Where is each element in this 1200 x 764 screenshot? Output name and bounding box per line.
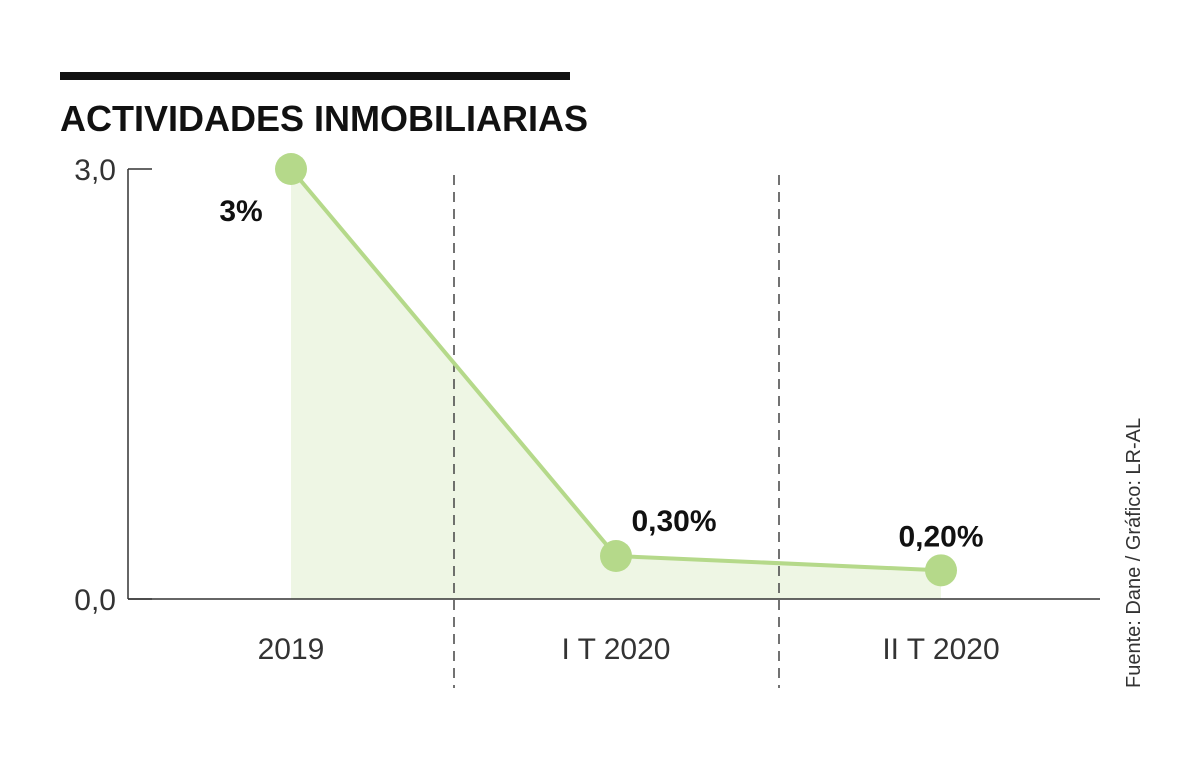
data-points (275, 153, 957, 587)
title-bar (60, 72, 570, 80)
x-tick-labels: 2019 I T 2020 II T 2020 (258, 633, 1000, 666)
y-tick-label-0: 0,0 (74, 584, 116, 617)
data-label-2: 0,20% (898, 520, 983, 553)
x-tick-label-1: I T 2020 (562, 633, 671, 666)
data-labels: 3% 0,30% 0,20% (219, 195, 983, 553)
data-point-0 (275, 153, 307, 185)
area-fill (291, 169, 941, 599)
y-ticks: 0,0 3,0 (74, 154, 152, 617)
source-note: Fuente: Dane / Gráfico: LR-AL (1123, 418, 1145, 688)
x-tick-label-2: II T 2020 (882, 633, 999, 666)
chart-title: ACTIVIDADES INMOBILIARIAS (60, 98, 588, 139)
data-point-1 (600, 540, 632, 572)
data-point-2 (925, 554, 957, 587)
data-label-1: 0,30% (631, 505, 716, 538)
category-separators (453, 175, 780, 688)
y-tick-label-1: 3,0 (74, 154, 116, 187)
data-label-0: 3% (219, 195, 262, 228)
x-tick-label-0: 2019 (258, 633, 325, 666)
